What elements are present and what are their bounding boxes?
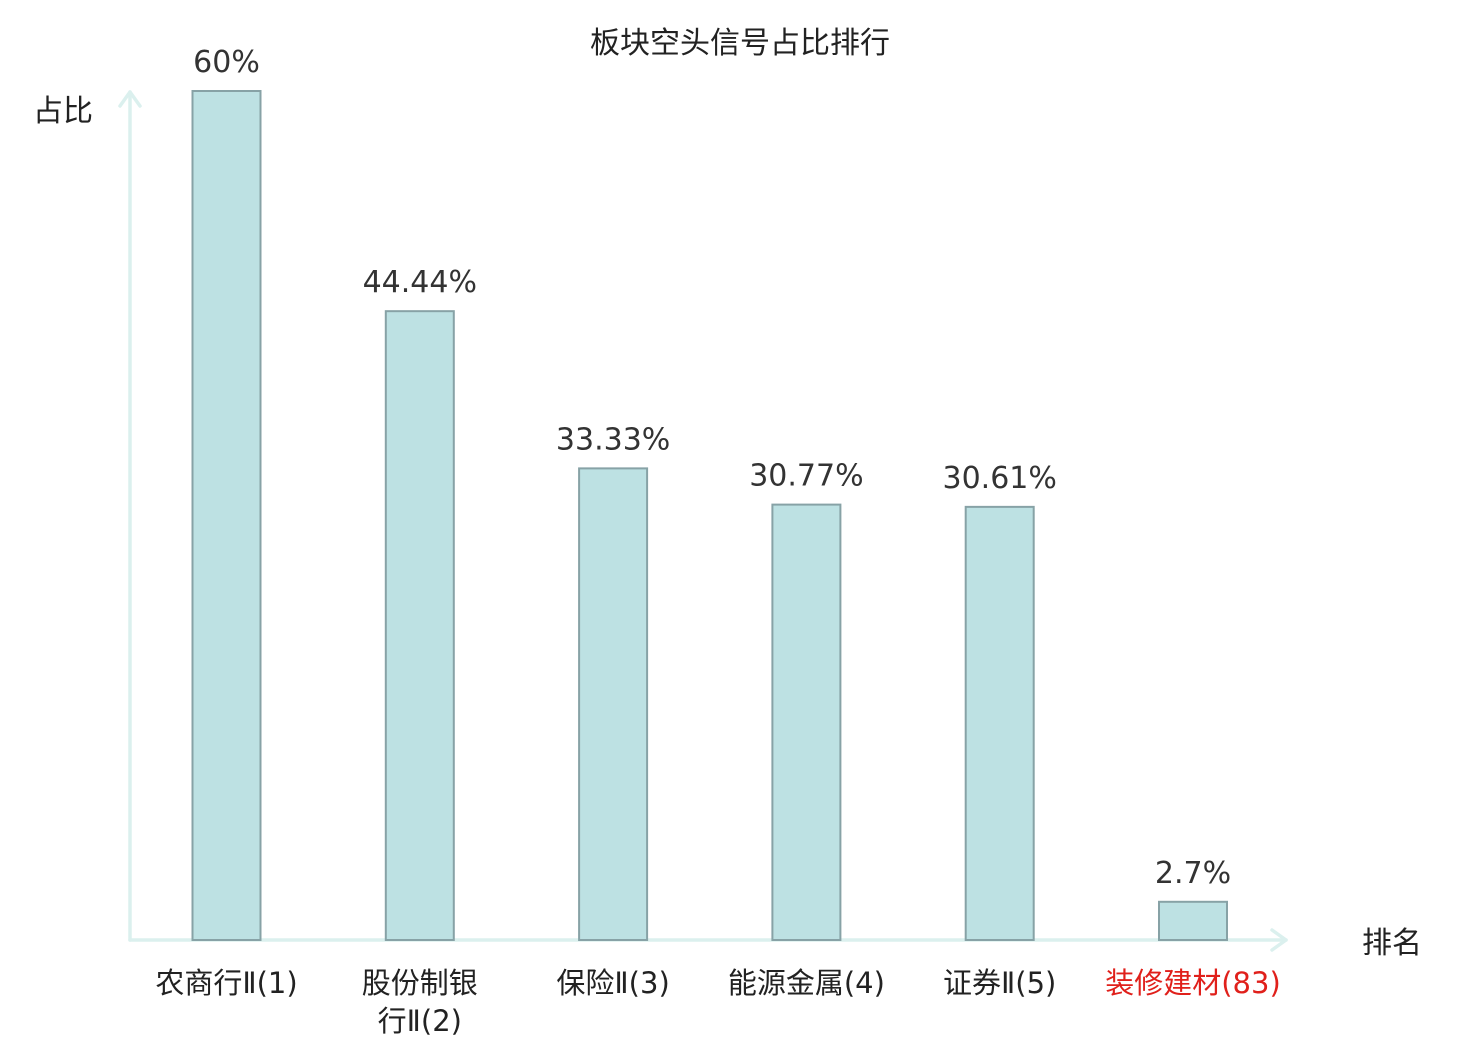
category-label: 装修建材(83)	[1105, 966, 1281, 1000]
bar-value-label: 44.44%	[363, 265, 477, 300]
bars-group	[191, 90, 1228, 941]
chart-title: 板块空头信号占比排行	[590, 26, 890, 61]
bar-value-label: 2.7%	[1155, 856, 1231, 891]
category-label: 行Ⅱ(2)	[378, 1004, 462, 1038]
x-axis	[128, 928, 1288, 952]
bar-value-label: 60%	[193, 45, 260, 80]
category-label: 保险Ⅱ(3)	[556, 966, 669, 1000]
bar-value-label: 33.33%	[556, 422, 670, 457]
category-label: 证券Ⅱ(5)	[943, 966, 1056, 1000]
bar	[771, 503, 842, 941]
bar-value-labels: 60% 44.44% 33.33% 30.77% 30.61% 2.7%	[193, 45, 1231, 891]
bar-value-label: 30.77%	[749, 459, 863, 494]
y-axis-label: 占比	[33, 94, 93, 129]
y-axis	[118, 90, 142, 942]
category-label: 农商行Ⅱ(1)	[155, 966, 297, 1000]
category-label: 能源金属(4)	[728, 966, 885, 1000]
bar	[384, 310, 455, 941]
bar	[578, 467, 649, 941]
bar	[964, 505, 1035, 941]
bar-value-label: 30.61%	[943, 461, 1057, 496]
bar	[1158, 900, 1228, 941]
x-axis-label: 排名	[1362, 926, 1422, 961]
bar	[191, 90, 262, 941]
category-label: 股份制银	[362, 966, 478, 1000]
